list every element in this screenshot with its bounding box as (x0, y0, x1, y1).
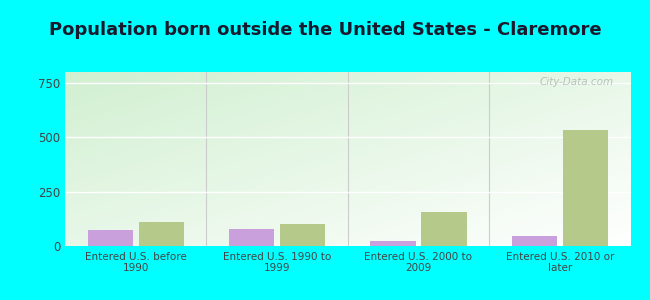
Bar (563, 130, 608, 246)
Bar (280, 224, 325, 246)
Bar (229, 229, 274, 246)
Bar (138, 222, 184, 246)
Text: Population born outside the United States - Claremore: Population born outside the United State… (49, 21, 601, 39)
Bar (370, 241, 415, 246)
Text: City-Data.com: City-Data.com (540, 77, 614, 87)
Bar (421, 212, 467, 246)
Bar (88, 230, 133, 246)
Bar (512, 236, 557, 246)
